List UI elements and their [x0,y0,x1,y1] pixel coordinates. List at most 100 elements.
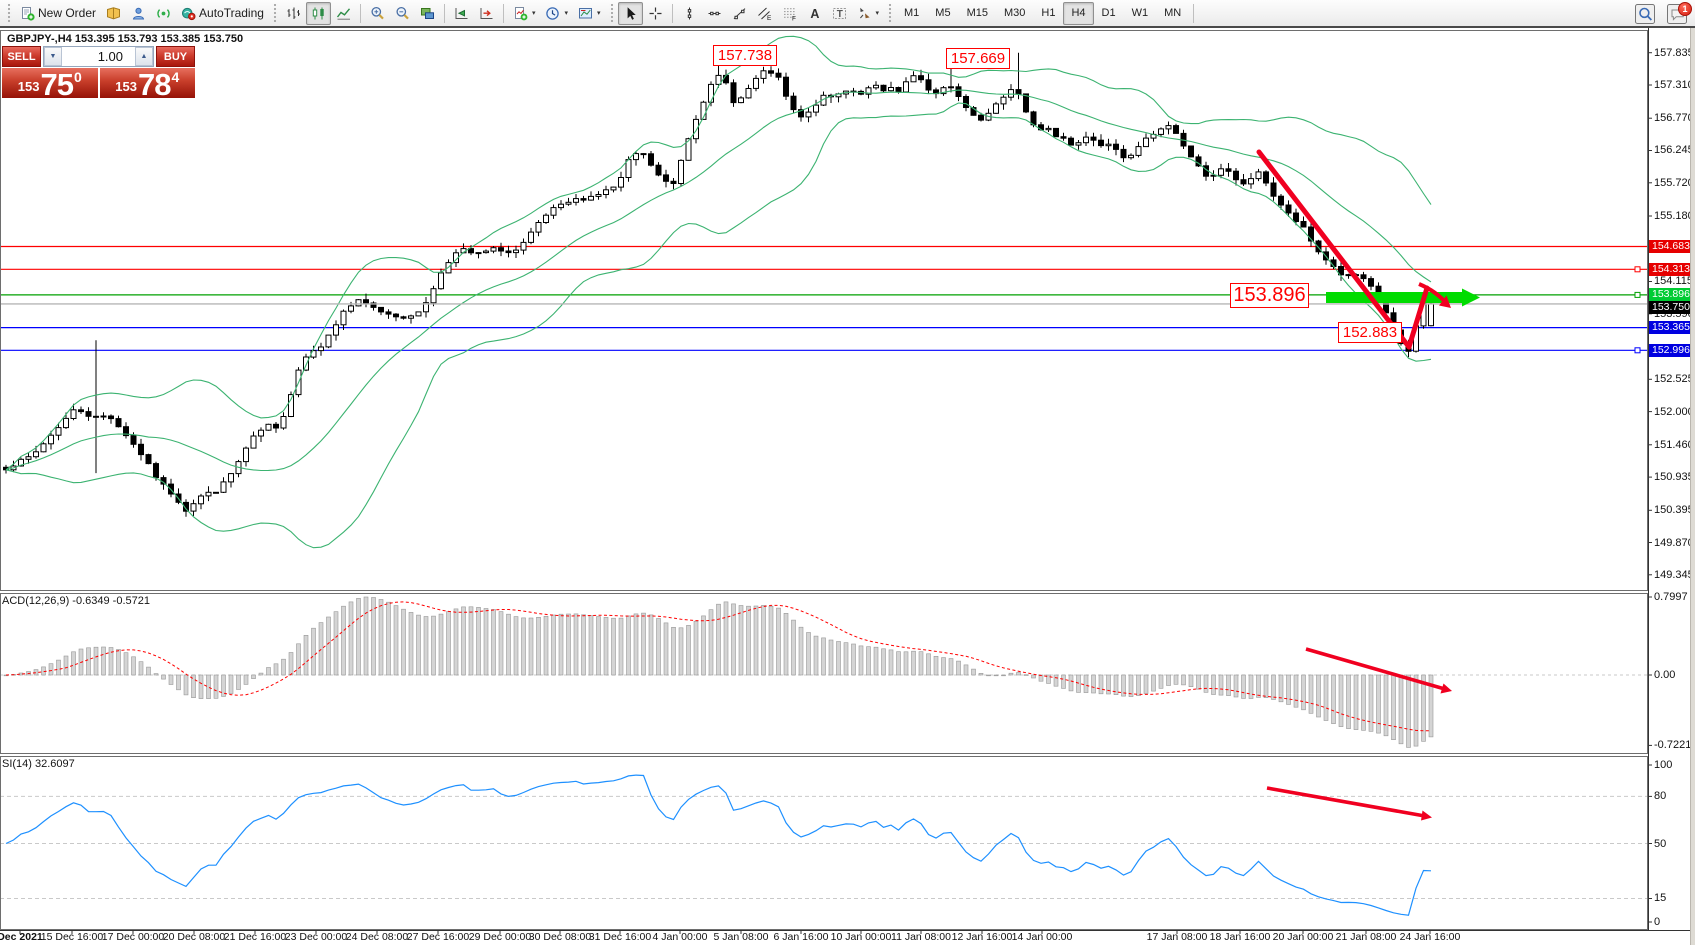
time-tick-label: 11 Jan 08:00 [891,931,951,943]
level-price-badge: 154.683 [1649,240,1690,254]
macd-tick-label: -0.7221 [1654,739,1692,752]
chart-shift-icon [479,6,494,21]
horizontal-line-button[interactable] [702,2,727,25]
dropdown-caret-icon: ▾ [564,10,568,17]
trendline-button[interactable] [727,2,752,25]
candles-icon [311,6,326,21]
tile-windows-button[interactable] [415,2,440,25]
time-tick-label: Dec 2021 [0,931,43,943]
equidistant-channel-button[interactable]: E [752,2,777,25]
buy-button[interactable]: BUY [156,46,195,67]
indicators-icon [513,6,528,21]
bar-chart-button[interactable] [281,2,306,25]
price-annotation-152883[interactable]: 152.883 [1338,322,1402,343]
time-tick-label: 14 Jan 00:00 [1011,931,1073,943]
timeframe-h4-button-label: H4 [1071,7,1086,19]
highlight-bar[interactable] [1326,288,1480,307]
price-tick-label: 157.310 [1654,78,1694,91]
price-tick-label: 154.115 [1654,275,1693,288]
zoom-out-button[interactable] [390,2,415,25]
timeframe-m15-button[interactable]: M15 [959,2,996,25]
price-scale[interactable]: 157.835 157.310 156.770 156.245 155.720 155.1… [1649,28,1695,930]
chart-shift-button[interactable] [474,2,499,25]
toolbar-grip [608,4,615,22]
price-tick-label: 155.720 [1654,176,1694,189]
rsi-tick-label: 100 [1654,759,1673,771]
line-chart-button[interactable] [331,2,356,25]
order-row: SELL ▼ 1.00 ▲ BUY [2,46,195,67]
price-annotation-157669[interactable]: 157.669 [946,48,1010,69]
bollinger-upper-band [5,35,1432,471]
rsi-tick-label: 15 [1654,892,1667,905]
autotrading-button[interactable]: AutoTrading [176,2,269,25]
volume-down-button[interactable]: ▼ [44,47,62,66]
zoom-in-button[interactable] [365,2,390,25]
trendline-icon [732,6,747,21]
volume-up-button[interactable]: ▲ [135,47,153,66]
cursor-button[interactable] [617,1,643,25]
text-t-icon: T [832,6,847,21]
zoom-out-icon [395,6,410,21]
timeframe-m30-button[interactable]: M30 [996,2,1033,25]
arrows-button[interactable]: ▾ [852,2,885,25]
timeframe-d1-button-label: D1 [1101,7,1116,19]
time-scale[interactable]: Dec 2021 15 Dec 16:00 17 Dec 00:00 20 Dec 0… [0,931,1695,945]
timeframe-mn-button-label: MN [1164,7,1182,19]
new-order-button[interactable]: New Order [15,2,101,25]
toolbar-separator [443,3,445,23]
template-icon [578,6,593,21]
current-price-badge: 153.750 [1649,301,1690,315]
templates-button[interactable]: ▾ [573,2,606,25]
history-center-button[interactable] [101,2,126,25]
bid-pipette: 0 [73,69,82,85]
periods-button[interactable]: ▾ [540,2,573,25]
toolbar-separator [671,3,673,23]
zoom-in-icon [370,6,385,21]
notifications-button[interactable]: 1 [1667,2,1692,24]
macd-signal-line [5,601,1431,732]
text-label-button[interactable]: T [827,2,852,25]
macd-trend-arrow[interactable] [1305,647,1452,694]
price-annotation-153896[interactable]: 153.896 [1230,283,1309,308]
signals-button[interactable] [151,2,176,25]
bid-price[interactable]: 153 75 0 [2,68,98,98]
timeframe-m5-button[interactable]: M5 [927,2,958,25]
text-button[interactable]: A [802,2,827,25]
web-profile-button[interactable] [126,2,151,25]
price-annotation-157738[interactable]: 157.738 [713,45,777,66]
ask-pips: 78 [137,68,171,98]
line-handle[interactable] [1634,266,1641,273]
auto-scroll-button[interactable] [449,2,474,25]
indicators-list-button[interactable]: ▾ [508,2,541,25]
trend-arrow-down[interactable] [1256,149,1430,350]
timeframe-w1-button[interactable]: W1 [1124,2,1157,25]
sell-button[interactable]: SELL [2,46,41,67]
candlestick-chart-button[interactable] [305,1,331,25]
line-handle[interactable] [1634,347,1641,354]
timeframe-d1-button[interactable]: D1 [1094,2,1124,25]
search-button[interactable] [1635,4,1655,24]
volume-value[interactable]: 1.00 [97,49,123,64]
timeframe-h1-button[interactable]: H1 [1033,2,1063,25]
timeframe-mn-button[interactable]: MN [1156,2,1189,25]
level-price-badge: 152.996 [1649,343,1690,357]
price-tick-label: 149.870 [1654,536,1694,549]
rsi-line [5,774,1432,916]
fibonacci-retracement-button[interactable]: F [777,2,802,25]
rsi-trend-arrow[interactable] [1266,786,1432,821]
ask-price[interactable]: 153 78 4 [99,68,195,98]
line-handle[interactable] [1634,291,1641,298]
timeframe-h4-button[interactable]: H4 [1063,1,1094,25]
time-tick-label: 12 Jan 16:00 [951,931,1013,943]
dropdown-caret-icon: ▾ [531,10,536,17]
pullback-arrow[interactable] [1418,282,1451,308]
cursor-icon [623,6,638,21]
crosshair-button[interactable] [643,2,668,25]
macd-tick-label: 0.7997 [1654,591,1688,604]
bollinger-middle-band [5,89,1432,472]
timeframe-m1-button[interactable]: M1 [896,2,927,25]
vertical-line-button[interactable] [677,2,702,25]
window-edge-strip [1690,28,1695,945]
time-tick-label: 30 Dec 08:00 [528,931,592,943]
